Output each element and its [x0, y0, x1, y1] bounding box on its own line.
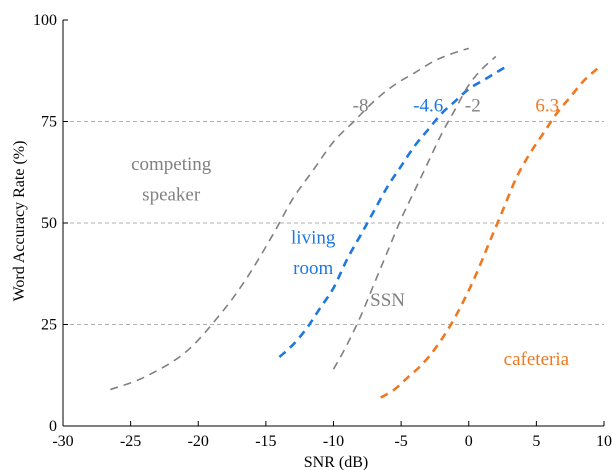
series-line-cafeteria: [380, 67, 599, 399]
y-tick-label: 100: [33, 12, 57, 29]
y-axis-title: Word Accuracy Rate (%): [11, 141, 28, 302]
x-tick-label: -25: [120, 433, 141, 450]
annotation-layer: competing speaker living room SSN cafeteria -8…: [131, 95, 570, 370]
annotation-room: room: [293, 258, 333, 279]
annotation-competing: competing: [131, 154, 212, 175]
annotation--4.6: -4.6: [413, 95, 443, 116]
x-tick-label: -10: [323, 433, 344, 450]
annotation--2: -2: [465, 95, 481, 116]
annotation-cafeteria: cafeteria: [504, 349, 570, 370]
x-tick-label: -15: [255, 433, 276, 450]
y-tick-label: 0: [49, 418, 57, 435]
annotation-6.3: 6.3: [535, 95, 559, 116]
y-tick-label: 75: [41, 114, 57, 131]
annotation--8: -8: [353, 95, 369, 116]
series-line-competing-speaker: [110, 47, 470, 391]
x-tick-label: 5: [532, 433, 540, 450]
grid-layer: [63, 121, 604, 325]
x-tick-label: -30: [52, 433, 73, 450]
x-tick-label: -5: [394, 433, 407, 450]
annotation-ssn: SSN: [370, 290, 405, 311]
annotation-living: living: [291, 227, 336, 248]
x-tick-label: -20: [188, 433, 209, 450]
annotation-speaker: speaker: [142, 185, 201, 206]
x-axis-title: SNR (dB): [304, 454, 368, 470]
series-layer: [110, 47, 599, 399]
y-tick-label: 50: [41, 215, 57, 232]
y-tick-label: 25: [41, 317, 57, 334]
x-tick-label: 10: [596, 433, 612, 450]
x-tick-label: 0: [465, 433, 473, 450]
series-line-living-room: [278, 63, 510, 358]
series-line-ssn: [332, 55, 497, 370]
